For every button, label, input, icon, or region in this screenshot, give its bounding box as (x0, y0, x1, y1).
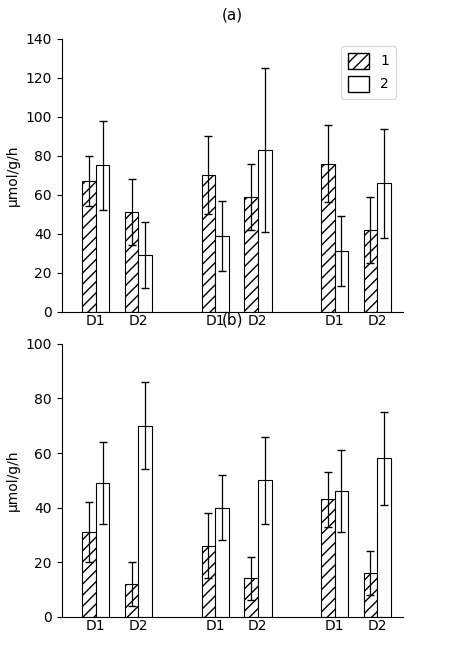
Bar (364, 230, 377, 312)
Bar (377, 183, 391, 312)
Bar (377, 458, 391, 617)
Bar (335, 491, 348, 617)
Text: pH8: pH8 (342, 347, 370, 361)
Bar (96, 483, 109, 617)
Bar (201, 175, 215, 312)
Bar (138, 255, 152, 312)
Y-axis label: μmol/g/h: μmol/g/h (6, 450, 20, 511)
Bar (96, 165, 109, 312)
Bar (125, 584, 138, 617)
Text: pH3: pH3 (103, 347, 131, 361)
Bar (125, 212, 138, 312)
Bar (258, 480, 272, 617)
Text: (a): (a) (222, 8, 243, 23)
Bar (258, 150, 272, 312)
Bar (244, 197, 258, 312)
Legend: 1, 2: 1, 2 (341, 46, 396, 99)
Bar (215, 508, 229, 617)
Bar (364, 573, 377, 617)
Y-axis label: μmol/g/h: μmol/g/h (6, 145, 20, 206)
Bar (244, 578, 258, 617)
Bar (321, 499, 335, 617)
Bar (138, 426, 152, 617)
Bar (82, 532, 96, 617)
Text: pH5: pH5 (222, 347, 251, 361)
Bar (82, 181, 96, 312)
Text: (b): (b) (221, 313, 243, 328)
Bar (335, 251, 348, 312)
Bar (201, 546, 215, 617)
Bar (215, 236, 229, 312)
Bar (321, 164, 335, 312)
